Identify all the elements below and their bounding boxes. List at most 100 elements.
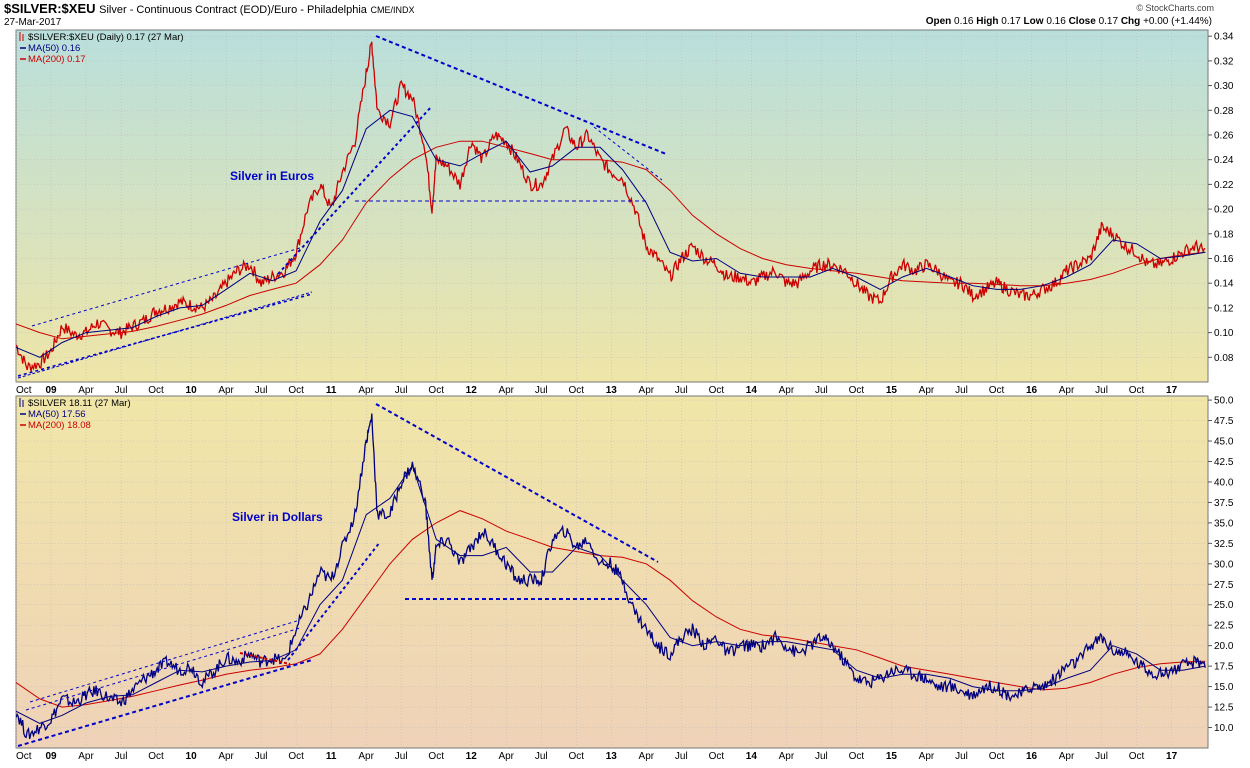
y-tick-label: 0.18 <box>1214 229 1234 240</box>
y-tick-label: 22.5 <box>1214 621 1234 632</box>
x-tick-label: Oct <box>709 385 725 396</box>
x-tick-label: Oct <box>288 385 304 396</box>
y-tick-label: 0.32 <box>1214 56 1234 67</box>
exchange-label: CME/INDX <box>370 5 415 15</box>
close-value: 0.17 <box>1098 16 1119 27</box>
x-tick-label: Jul <box>1095 385 1108 396</box>
x-tick-label: Apr <box>218 385 234 396</box>
x-tick-label: Jul <box>395 751 408 762</box>
legend-ma50: MA(50) 0.16 <box>28 43 80 54</box>
legend-ma200: MA(200) 18.08 <box>28 420 91 431</box>
symbol-title: $SILVER:$XEU Silver - Continuous Contrac… <box>4 1 415 16</box>
x-tick-label: Oct <box>849 751 865 762</box>
x-tick-label: Jul <box>675 385 688 396</box>
x-tick-label: Oct <box>849 385 865 396</box>
x-tick-label: 16 <box>1026 385 1038 396</box>
x-tick-label: Apr <box>218 751 234 762</box>
y-tick-label: 0.28 <box>1214 106 1234 117</box>
symbol-description: Silver - Continuous Contract (EOD)/Euro … <box>99 4 367 16</box>
x-tick-label: Jul <box>115 751 128 762</box>
y-tick-label: 35.0 <box>1214 518 1234 529</box>
x-tick-label: 09 <box>45 751 57 762</box>
x-tick-label: Oct <box>989 751 1005 762</box>
x-tick-label: Oct <box>16 751 32 762</box>
chg-value: +0.00 (+1.44%) <box>1143 16 1212 27</box>
y-tick-label: 50.0 <box>1214 396 1234 407</box>
x-tick-label: Oct <box>569 385 585 396</box>
x-tick-label: 17 <box>1166 751 1178 762</box>
y-tick-label: 15.0 <box>1214 682 1234 693</box>
y-tick-label: 12.5 <box>1214 703 1234 714</box>
trendline-annotation <box>375 35 667 155</box>
x-tick-label: Jul <box>255 751 268 762</box>
x-tick-label: 17 <box>1166 385 1178 396</box>
y-tick-label: 30.0 <box>1214 559 1234 570</box>
copyright-label[interactable]: © StockCharts.com <box>1136 3 1214 13</box>
high-label: High <box>976 16 999 27</box>
x-tick-label: Apr <box>498 751 514 762</box>
trendline-annotation <box>31 247 301 327</box>
y-tick-label: 0.08 <box>1214 353 1234 364</box>
x-tick-label: 10 <box>186 385 198 396</box>
x-tick-label: Apr <box>639 385 655 396</box>
x-tick-label: Apr <box>358 385 374 396</box>
legend-price: $SILVER:$XEU (Daily) 0.17 (27 Mar) <box>28 32 184 43</box>
x-tick-label: Jul <box>955 751 968 762</box>
trendline-annotation <box>375 403 659 563</box>
x-tick-label: Jul <box>535 751 548 762</box>
x-tick-label: 16 <box>1026 751 1038 762</box>
x-tick-label: Oct <box>989 385 1005 396</box>
trendline-annotation <box>17 659 313 747</box>
x-tick-label: 14 <box>746 385 758 396</box>
x-tick-label: Apr <box>358 751 374 762</box>
y-tick-label: 45.0 <box>1214 437 1234 448</box>
x-tick-label: Oct <box>428 385 444 396</box>
ma50-line <box>16 109 1206 358</box>
low-label: Low <box>1023 16 1044 27</box>
x-tick-label: Apr <box>78 385 94 396</box>
x-tick-label: Oct <box>148 385 164 396</box>
x-tick-label: Jul <box>395 385 408 396</box>
x-tick-label: Jul <box>955 385 968 396</box>
x-tick-label: 09 <box>45 385 57 396</box>
y-tick-label: 0.10 <box>1214 328 1234 339</box>
trendline-annotation <box>17 291 313 379</box>
ma200-line <box>16 140 1206 340</box>
quote-summary: Open 0.16 High 0.17 Low 0.16 Close 0.17 … <box>926 16 1212 27</box>
x-tick-label: 12 <box>466 751 478 762</box>
x-tick-label: Apr <box>78 751 94 762</box>
y-tick-label: 25.0 <box>1214 600 1234 611</box>
x-tick-label: Jul <box>535 385 548 396</box>
ma200-line <box>16 510 1206 708</box>
x-tick-label: Apr <box>1059 385 1075 396</box>
x-tick-label: Apr <box>639 751 655 762</box>
x-tick-label: Oct <box>1129 751 1145 762</box>
x-tick-label: Apr <box>498 385 514 396</box>
y-tick-label: 32.5 <box>1214 539 1234 550</box>
trendline-annotation <box>287 541 381 661</box>
y-tick-label: 0.30 <box>1214 81 1234 92</box>
symbol-name: $SILVER:$XEU <box>4 1 96 16</box>
x-tick-label: 14 <box>746 751 758 762</box>
x-tick-label: 13 <box>606 751 618 762</box>
x-tick-label: Jul <box>815 385 828 396</box>
open-value: 0.16 <box>954 16 974 27</box>
y-tick-label: 0.26 <box>1214 130 1234 141</box>
y-tick-label: 0.20 <box>1214 205 1234 216</box>
x-tick-label: Apr <box>919 751 935 762</box>
x-tick-label: Apr <box>779 751 795 762</box>
legend-ma200: MA(200) 0.17 <box>28 54 86 65</box>
x-tick-label: Oct <box>148 751 164 762</box>
x-tick-label: Oct <box>16 385 32 396</box>
x-tick-label: Jul <box>675 751 688 762</box>
panel-annotation-title: Silver in Euros <box>230 169 314 183</box>
y-tick-label: 0.12 <box>1214 303 1234 314</box>
y-tick-label: 37.5 <box>1214 498 1234 509</box>
y-tick-label: 0.22 <box>1214 180 1234 191</box>
y-tick-label: 0.24 <box>1214 155 1234 166</box>
x-tick-label: 15 <box>886 385 898 396</box>
x-tick-label: Oct <box>569 751 585 762</box>
chg-label: Chg <box>1120 16 1141 27</box>
x-tick-label: Apr <box>1059 751 1075 762</box>
